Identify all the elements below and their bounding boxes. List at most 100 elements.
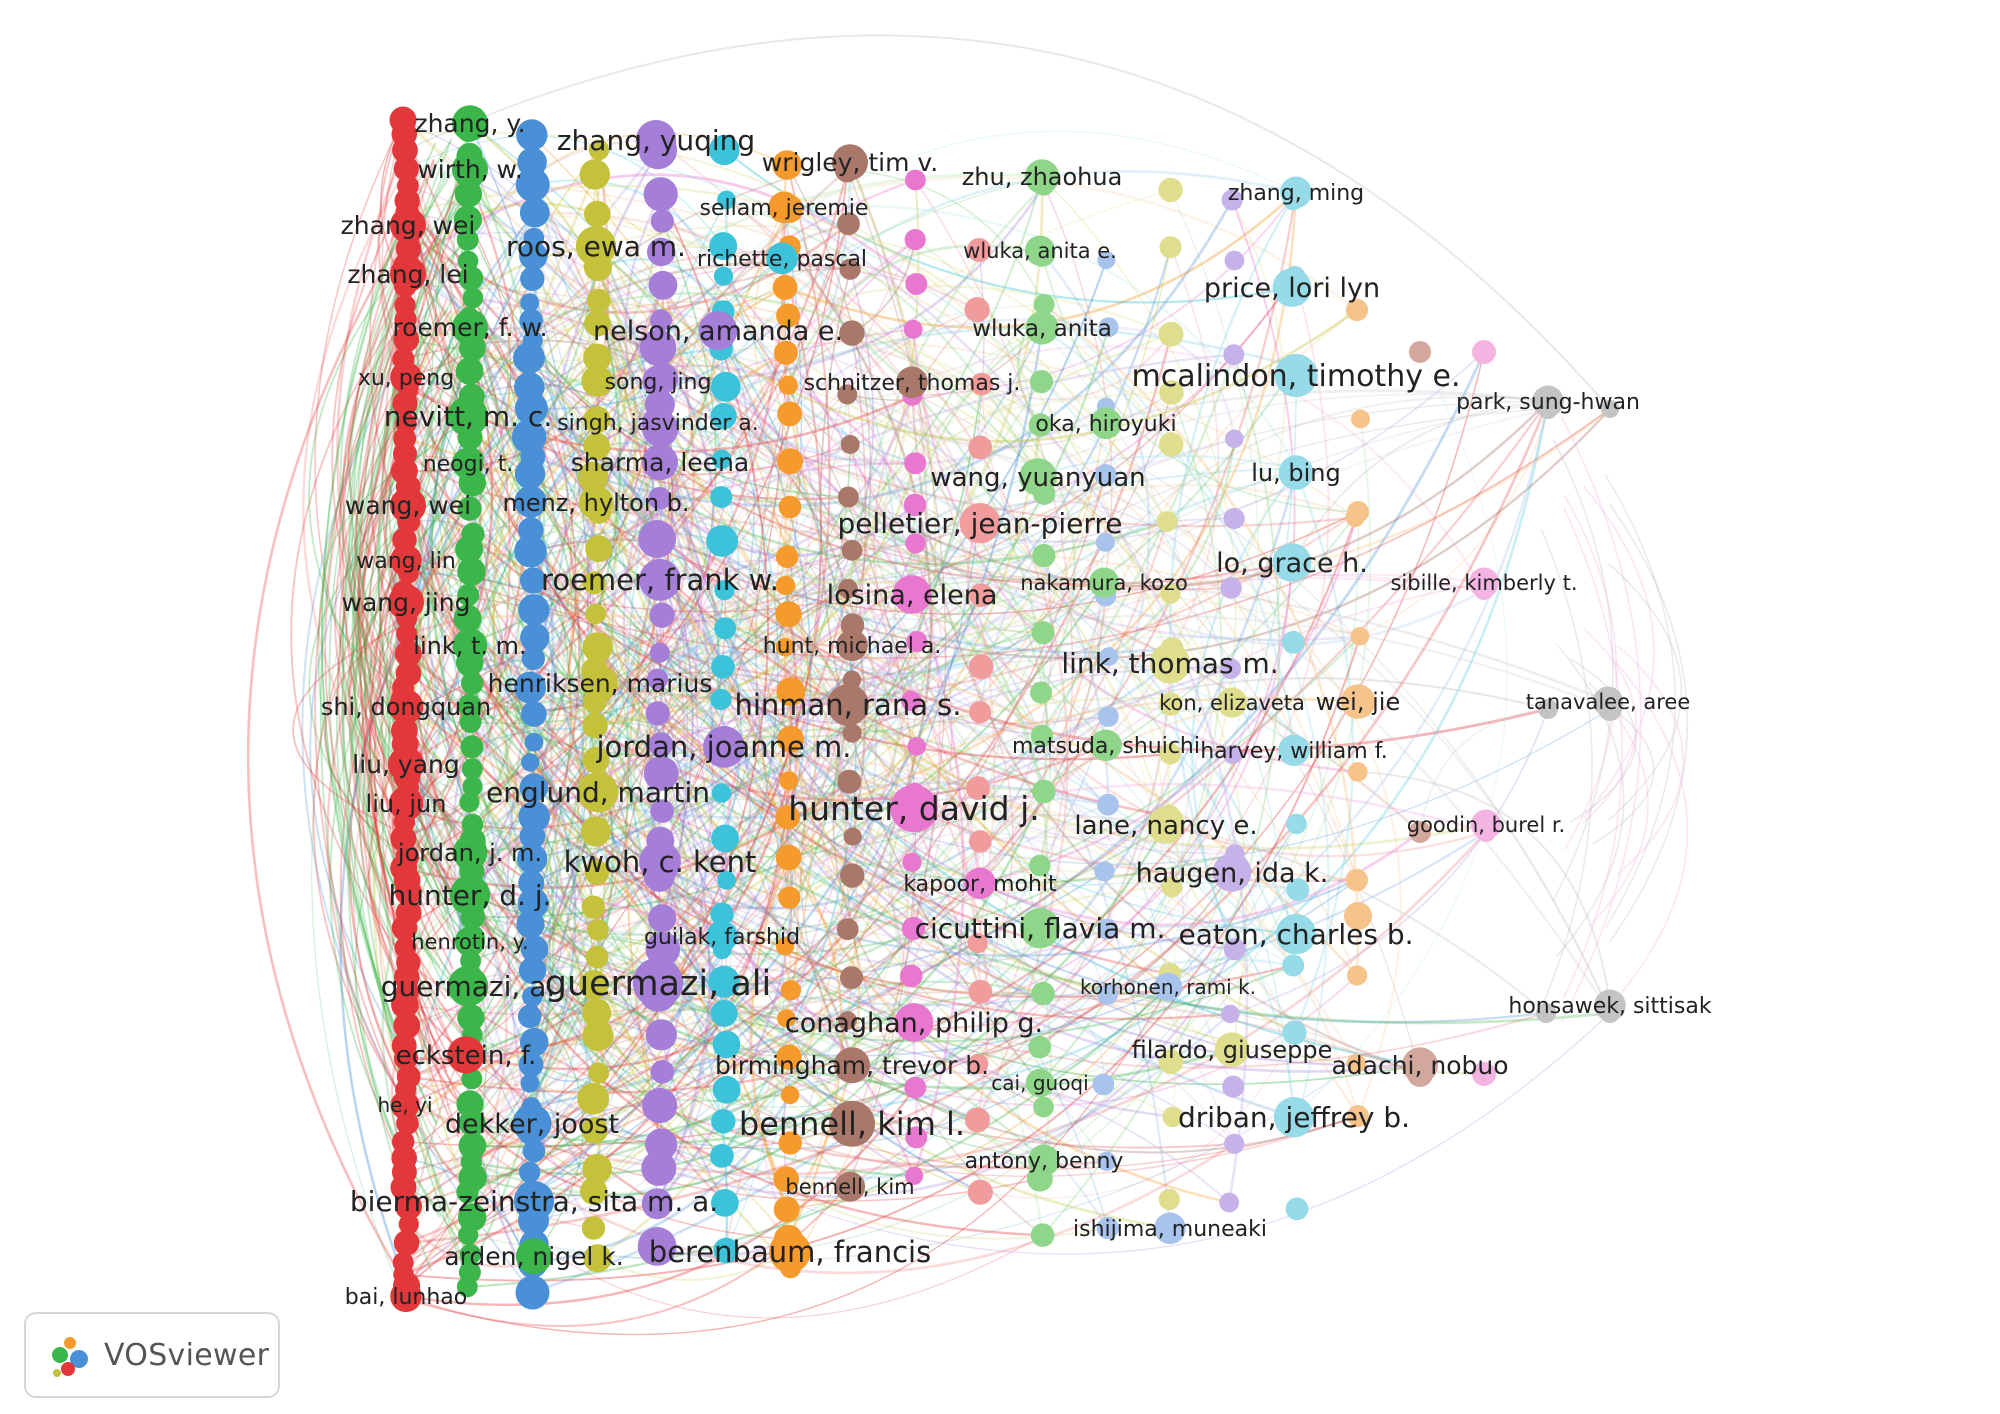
network-node[interactable] xyxy=(714,580,735,601)
node-label[interactable]: schnitzer, thomas j. xyxy=(804,371,1021,396)
network-node[interactable] xyxy=(839,320,865,346)
network-node[interactable] xyxy=(1025,311,1059,345)
network-node[interactable] xyxy=(388,584,424,621)
network-node[interactable] xyxy=(521,646,545,671)
network-node[interactable] xyxy=(1031,621,1055,645)
node-label[interactable]: lo, grace h. xyxy=(1216,548,1368,579)
network-node[interactable] xyxy=(388,746,424,783)
network-node[interactable] xyxy=(641,1150,677,1186)
network-node[interactable] xyxy=(390,256,426,293)
network-node[interactable] xyxy=(1033,1096,1054,1118)
network-node[interactable] xyxy=(582,713,608,739)
network-node[interactable] xyxy=(1158,1188,1180,1210)
network-node[interactable] xyxy=(775,805,800,830)
network-node[interactable] xyxy=(890,784,938,833)
network-node[interactable] xyxy=(396,623,418,645)
network-node[interactable] xyxy=(1221,1004,1240,1024)
node-label[interactable]: bennell, kim l. xyxy=(739,1105,965,1143)
network-node[interactable] xyxy=(447,396,489,437)
network-node[interactable] xyxy=(395,878,422,906)
node-label[interactable]: adachi, nobuo xyxy=(1331,1051,1508,1080)
network-node[interactable] xyxy=(392,137,418,164)
network-node[interactable] xyxy=(778,1131,802,1155)
node-label[interactable]: park, sung-hwan xyxy=(1456,390,1640,415)
network-node[interactable] xyxy=(1350,627,1370,646)
network-node[interactable] xyxy=(390,361,422,394)
network-node[interactable] xyxy=(1346,1053,1366,1074)
network-node[interactable] xyxy=(582,665,618,702)
node-label[interactable]: goodin, burel r. xyxy=(1407,813,1565,837)
network-node[interactable] xyxy=(901,690,922,712)
network-node[interactable] xyxy=(829,1100,875,1147)
network-node[interactable] xyxy=(777,448,804,475)
network-node[interactable] xyxy=(649,602,675,628)
node-label[interactable]: roemer, frank w. xyxy=(541,563,779,597)
network-node[interactable] xyxy=(1221,189,1243,211)
network-node[interactable] xyxy=(650,799,674,823)
network-node[interactable] xyxy=(1158,1049,1184,1075)
network-node[interactable] xyxy=(577,772,619,813)
node-label[interactable]: zhu, zhaohua xyxy=(962,163,1123,191)
network-node[interactable] xyxy=(518,800,550,833)
node-label[interactable]: birmingham, trevor b. xyxy=(715,1051,989,1080)
network-node[interactable] xyxy=(969,583,994,608)
network-node[interactable] xyxy=(579,159,610,190)
network-node[interactable] xyxy=(713,1237,739,1264)
network-node[interactable] xyxy=(906,631,928,653)
network-node[interactable] xyxy=(648,904,677,933)
network-node[interactable] xyxy=(838,1011,857,1030)
node-label[interactable]: zhang, wei xyxy=(341,211,476,240)
network-node[interactable] xyxy=(519,1161,541,1183)
network-node[interactable] xyxy=(1161,876,1183,898)
network-node[interactable] xyxy=(838,578,858,599)
node-label[interactable]: price, lori lyn xyxy=(1204,273,1380,304)
network-node[interactable] xyxy=(520,935,549,963)
network-node[interactable] xyxy=(391,991,419,1019)
network-node[interactable] xyxy=(1278,455,1314,490)
node-label[interactable]: sellam, jeremie xyxy=(700,196,869,221)
network-node[interactable] xyxy=(773,1166,800,1193)
node-label[interactable]: jordan, j. m. xyxy=(397,839,542,867)
network-node[interactable] xyxy=(775,844,802,871)
node-label[interactable]: kapoor, mohit xyxy=(903,872,1057,897)
network-node[interactable] xyxy=(521,753,540,772)
network-node[interactable] xyxy=(1344,902,1372,930)
network-node[interactable] xyxy=(398,1214,419,1235)
node-label[interactable]: shi, dongquan xyxy=(321,693,491,721)
network-node[interactable] xyxy=(1223,507,1245,530)
network-node[interactable] xyxy=(778,886,801,909)
network-node[interactable] xyxy=(1095,532,1115,552)
network-node[interactable] xyxy=(650,209,674,233)
network-node[interactable] xyxy=(580,1177,608,1206)
node-label[interactable]: englund, martin xyxy=(486,776,710,809)
network-node[interactable] xyxy=(646,668,669,690)
network-node[interactable] xyxy=(964,297,990,323)
network-node[interactable] xyxy=(1030,1223,1055,1247)
network-node[interactable] xyxy=(1282,1020,1307,1045)
network-node[interactable] xyxy=(1033,294,1055,315)
network-node[interactable] xyxy=(967,933,988,954)
network-node[interactable] xyxy=(581,1216,606,1240)
network-node[interactable] xyxy=(642,365,674,398)
network-node[interactable] xyxy=(706,920,738,953)
network-node[interactable] xyxy=(1348,762,1368,782)
node-label[interactable]: song, jing xyxy=(605,370,712,395)
network-node[interactable] xyxy=(520,293,540,313)
network-node[interactable] xyxy=(452,835,488,870)
node-label[interactable]: nevitt, m. c. xyxy=(384,400,552,433)
network-node[interactable] xyxy=(1031,981,1055,1006)
network-node[interactable] xyxy=(1347,1105,1369,1127)
network-node[interactable] xyxy=(717,870,736,890)
network-node[interactable] xyxy=(1030,724,1054,747)
node-label[interactable]: link, t. m. xyxy=(413,632,526,660)
network-node[interactable] xyxy=(837,384,858,405)
network-node[interactable] xyxy=(1097,1151,1117,1172)
node-label[interactable]: arden, nigel k. xyxy=(444,1242,624,1271)
node-label[interactable]: zhang, ming xyxy=(1228,181,1364,206)
network-node[interactable] xyxy=(1153,972,1183,1002)
network-node[interactable] xyxy=(841,539,863,561)
node-label[interactable]: roemer, f. w. xyxy=(392,313,547,342)
network-node[interactable] xyxy=(582,746,610,774)
network-node[interactable] xyxy=(393,1046,419,1071)
network-node[interactable] xyxy=(710,371,741,402)
